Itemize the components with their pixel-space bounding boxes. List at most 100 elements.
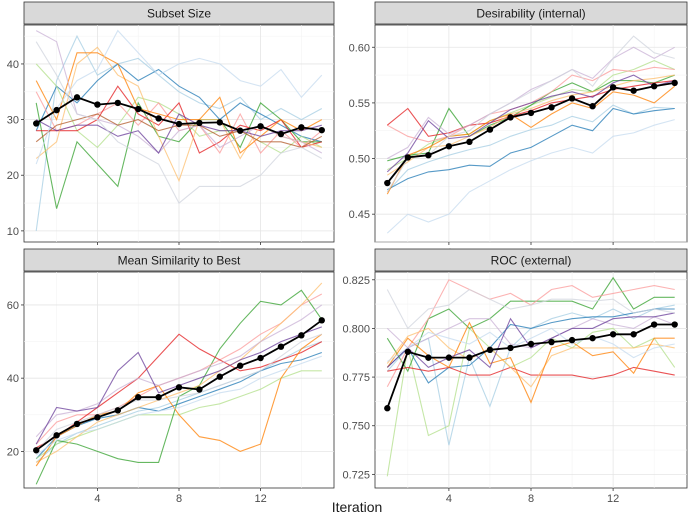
run-line-1 <box>386 104 675 193</box>
mean-point <box>196 386 203 393</box>
panel-title: Mean Similarity to Best <box>118 254 241 268</box>
run-line-10 <box>386 74 675 173</box>
mean-point <box>277 343 285 350</box>
run-line-2 <box>386 308 675 384</box>
y-tick-label: 0.750 <box>342 421 370 433</box>
mean-point <box>53 106 60 114</box>
mean-point <box>650 83 658 90</box>
mean-point <box>257 123 264 130</box>
mean-series <box>384 79 678 187</box>
y-tick-label: 10 <box>7 226 19 238</box>
panel-2: Desirability (internal)48120.450.500.550… <box>349 1 688 259</box>
mean-point <box>94 414 101 421</box>
run-line-12 <box>386 119 675 234</box>
run-line-4 <box>386 276 675 373</box>
y-tick-label: 0.55 <box>349 98 370 110</box>
run-line-8 <box>386 85 676 195</box>
run-line-11 <box>386 288 675 330</box>
mean-point <box>609 84 617 91</box>
mean-point <box>114 407 122 414</box>
y-tick-label: 40 <box>7 373 19 385</box>
mean-point <box>33 447 40 454</box>
mean-point <box>548 338 555 346</box>
y-tick-label: 0.775 <box>342 372 370 384</box>
run-line-13 <box>35 29 323 165</box>
run-line-9 <box>387 46 675 159</box>
panel-1: Subset Size481210203040 <box>7 1 335 259</box>
mean-point <box>216 119 223 126</box>
x-tick-label: 8 <box>528 493 534 505</box>
mean-point <box>53 432 60 439</box>
run-line-6 <box>387 366 675 380</box>
panel-3: Mean Similarity to Best 4 8 12 20 40 60 <box>7 248 335 505</box>
mean-point <box>466 354 473 361</box>
panel-title: Subset Size <box>147 7 211 21</box>
mean-point <box>404 348 412 355</box>
mean-point <box>155 115 162 122</box>
mean-point <box>196 119 203 127</box>
mean-series <box>33 94 325 138</box>
mean-point <box>384 405 391 412</box>
x-tick-label: 12 <box>254 493 266 505</box>
y-tick-label: 20 <box>7 170 19 182</box>
run-line-4 <box>35 101 322 209</box>
mean-point <box>589 334 596 342</box>
y-tick-label: 0.800 <box>342 323 370 335</box>
mean-point <box>609 331 617 338</box>
mean-point <box>236 127 244 134</box>
run-line-10 <box>386 312 675 369</box>
mean-point <box>318 317 325 324</box>
run-lines <box>386 276 676 477</box>
mean-point <box>94 101 101 108</box>
gridlines <box>375 272 687 488</box>
mean-point <box>298 332 305 339</box>
mean-point <box>671 79 678 87</box>
panel-strip <box>374 1 688 25</box>
mean-point <box>216 373 223 380</box>
panel-title: Desirability (internal) <box>476 7 585 21</box>
run-line-2 <box>35 63 322 143</box>
mean-point <box>73 94 81 101</box>
mean-point <box>445 354 453 361</box>
mean-point <box>135 394 142 401</box>
run-line-10 <box>35 113 322 154</box>
y-tick-label: 0.725 <box>342 469 370 481</box>
mean-point <box>486 126 494 133</box>
panel-strip <box>23 248 335 272</box>
mean-point <box>466 138 473 146</box>
mean-point <box>548 104 555 111</box>
mean-point <box>507 114 514 121</box>
run-line-12 <box>35 355 322 456</box>
x-tick-label: 8 <box>176 493 182 505</box>
mean-point <box>425 354 432 361</box>
mean-point <box>135 105 142 113</box>
panel-4: ROC (external) 4 8 12 0.725 0.750 0.775 0.800 0.… <box>342 248 688 505</box>
run-lines <box>35 29 323 231</box>
mean-point <box>527 340 535 348</box>
mean-point <box>568 336 576 344</box>
mean-point <box>630 331 637 338</box>
mean-point <box>155 394 162 401</box>
mean-point <box>568 95 576 102</box>
y-tick-label: 0.50 <box>349 154 370 166</box>
mean-point <box>507 344 514 352</box>
mean-point <box>671 321 678 328</box>
mean-point <box>527 109 535 117</box>
y-tick-label: 60 <box>7 300 19 312</box>
mean-series <box>384 321 678 412</box>
mean-series <box>33 317 325 454</box>
y-tick-label: 0.60 <box>349 42 370 54</box>
gridlines <box>375 25 687 243</box>
mean-point <box>277 130 285 138</box>
y-tick-label: 40 <box>7 59 19 71</box>
mean-point <box>425 152 432 159</box>
mean-point <box>486 346 494 354</box>
run-line-2 <box>387 107 675 191</box>
run-line-9 <box>35 304 323 438</box>
y-tick-label: 20 <box>7 446 19 458</box>
mean-point <box>298 124 305 131</box>
mean-point <box>257 354 264 362</box>
run-line-2 <box>35 351 322 460</box>
